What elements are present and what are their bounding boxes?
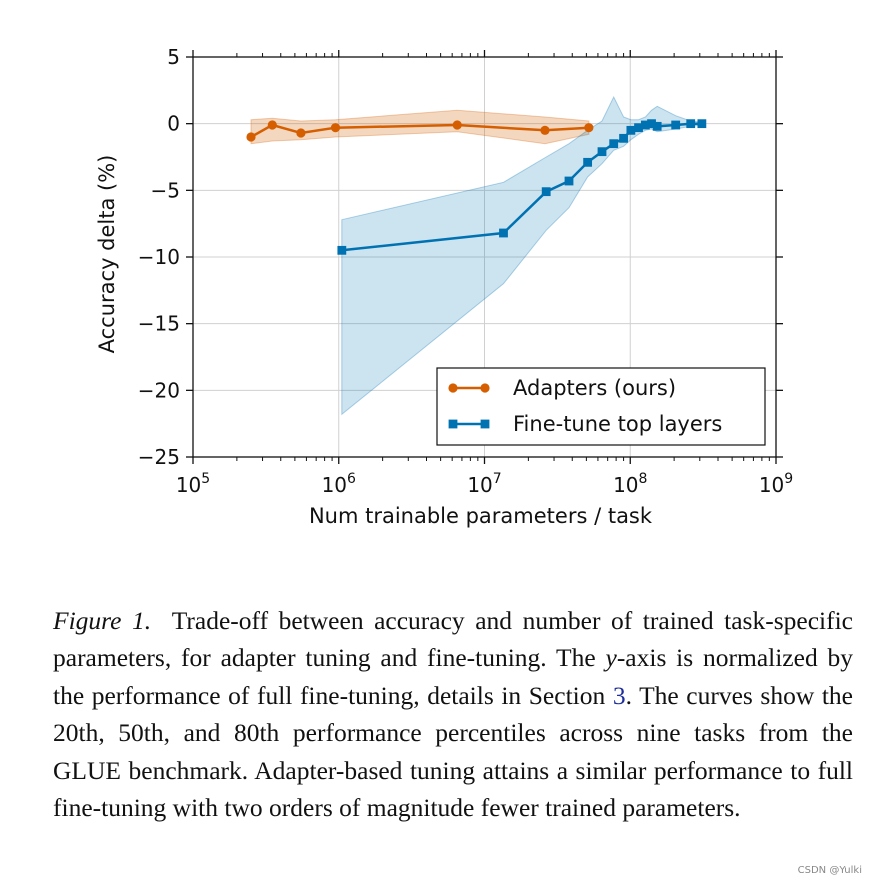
series-1-point bbox=[499, 228, 508, 238]
series-1-point bbox=[619, 133, 628, 143]
series-1-point bbox=[634, 123, 643, 133]
y-tick-label: 0 bbox=[167, 112, 180, 136]
y-axis-title: Accuracy delta (%) bbox=[95, 155, 119, 354]
series-0-point bbox=[584, 123, 594, 133]
x-tick-label: 109 bbox=[759, 471, 793, 497]
caption-text-3: . The curves show the 20th, 50th, and 80… bbox=[53, 680, 853, 823]
legend-swatch-marker bbox=[448, 419, 458, 429]
series-1-band bbox=[341, 95, 703, 416]
series-1-point bbox=[640, 120, 650, 130]
legend-label: Fine-tune top layers bbox=[513, 412, 722, 436]
y-tick-label: −20 bbox=[138, 378, 180, 402]
caption-variable: y bbox=[605, 643, 617, 673]
y-tick-label: −25 bbox=[138, 445, 180, 469]
series-0-point bbox=[540, 125, 550, 135]
series-0-point bbox=[267, 120, 277, 130]
x-tick-label: 105 bbox=[176, 471, 210, 497]
legend-swatch-marker bbox=[448, 383, 458, 393]
section-reference-link[interactable]: 3 bbox=[612, 680, 626, 710]
series-1-point bbox=[626, 125, 636, 135]
legend-swatch-marker bbox=[480, 383, 490, 393]
series-1-point bbox=[564, 176, 574, 186]
caption-text-1: Trade-off between accuracy and number of… bbox=[53, 606, 853, 673]
series-1-point bbox=[609, 139, 619, 149]
watermark: CSDN @Yulki bbox=[797, 865, 862, 876]
series-1-point bbox=[337, 245, 347, 255]
y-tick-label: −5 bbox=[151, 178, 180, 202]
x-tick-label: 106 bbox=[322, 471, 356, 497]
series-0-point bbox=[296, 128, 306, 138]
series-1-point bbox=[671, 120, 681, 130]
series-0-point bbox=[330, 123, 341, 133]
y-tick-label: −15 bbox=[138, 312, 180, 336]
legend-label: Adapters (ours) bbox=[513, 376, 676, 400]
series-1-point bbox=[541, 187, 551, 197]
series-0-point bbox=[452, 120, 462, 130]
y-tick-label: 5 bbox=[167, 45, 180, 69]
figure: 5 0 −5 −10 −15 −20 −25 105 106 107 108 109 Num train… bbox=[95, 45, 793, 528]
series-1-point bbox=[597, 147, 607, 157]
legend-box bbox=[436, 367, 766, 446]
x-axis-title: Num trainable parameters / task bbox=[309, 504, 653, 528]
x-tick-label: 107 bbox=[467, 471, 501, 497]
figure-caption: Figure 1. Trade-off between accuracy and… bbox=[53, 602, 853, 826]
series-1-point bbox=[686, 119, 696, 129]
y-tick-label: −10 bbox=[138, 245, 180, 269]
series-1-point bbox=[583, 157, 593, 167]
caption-lead: Figure 1. bbox=[53, 606, 152, 635]
x-tick-label: 108 bbox=[613, 471, 647, 497]
series-1-point bbox=[652, 121, 662, 131]
series-1-point bbox=[647, 119, 656, 129]
series-0-point bbox=[246, 132, 256, 142]
caption-text-2: -axis is normalized by the performance o… bbox=[53, 643, 854, 710]
series-1-point bbox=[697, 119, 707, 129]
legend-swatch-marker bbox=[480, 419, 490, 429]
